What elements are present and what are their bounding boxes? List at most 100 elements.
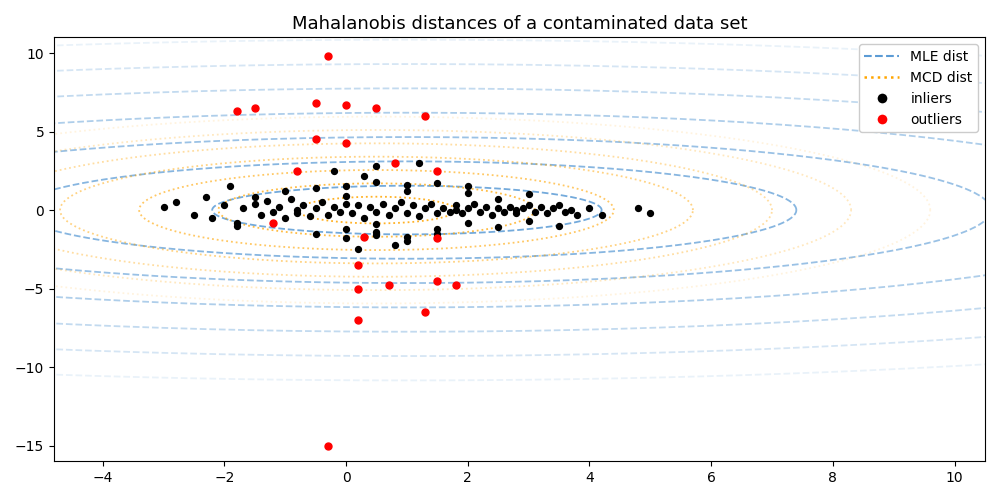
Point — [581, 204, 597, 212]
Point — [308, 136, 324, 143]
Point — [551, 222, 567, 230]
Point — [466, 200, 482, 208]
Point — [368, 208, 384, 216]
Point — [387, 240, 403, 248]
Point — [527, 208, 543, 216]
Point — [368, 220, 384, 228]
Point — [429, 230, 445, 237]
Point — [429, 209, 445, 217]
Point — [387, 204, 403, 212]
Point — [229, 222, 245, 230]
Point — [265, 218, 281, 226]
Point — [350, 202, 366, 209]
Point — [521, 202, 537, 209]
Point — [442, 208, 458, 216]
Point — [429, 276, 445, 284]
Point — [320, 211, 336, 219]
Point — [399, 238, 415, 246]
Point — [271, 203, 287, 211]
Point — [338, 200, 354, 208]
Point — [320, 52, 336, 60]
Point — [283, 195, 299, 203]
Point — [521, 217, 537, 225]
Point — [356, 214, 372, 222]
Point — [326, 167, 342, 175]
Point — [448, 206, 464, 214]
Point — [368, 178, 384, 186]
Point — [356, 172, 372, 179]
Point — [338, 234, 354, 242]
Point — [247, 104, 263, 112]
Point — [277, 214, 293, 222]
Point — [338, 182, 354, 190]
Point — [539, 209, 555, 217]
Point — [393, 198, 409, 206]
Point — [277, 187, 293, 195]
Point — [557, 208, 573, 216]
Point — [630, 204, 646, 212]
Point — [490, 224, 506, 232]
Point — [229, 218, 245, 226]
Point — [368, 228, 384, 236]
Point — [265, 208, 281, 216]
Point — [387, 159, 403, 167]
Point — [460, 182, 476, 190]
Point — [368, 104, 384, 112]
Title: Mahalanobis distances of a contaminated data set: Mahalanobis distances of a contaminated … — [292, 15, 747, 33]
Point — [350, 284, 366, 292]
Point — [417, 308, 433, 316]
Point — [229, 107, 245, 115]
Point — [405, 202, 421, 209]
Point — [338, 138, 354, 146]
Point — [429, 180, 445, 188]
Point — [247, 200, 263, 208]
Point — [435, 204, 451, 212]
Point — [472, 208, 488, 216]
Point — [332, 208, 348, 216]
Point — [350, 316, 366, 324]
Point — [460, 204, 476, 212]
Point — [338, 225, 354, 233]
Point — [478, 203, 494, 211]
Point — [308, 204, 324, 212]
Point — [186, 211, 202, 219]
Point — [454, 209, 470, 217]
Point — [216, 202, 232, 209]
Point — [551, 202, 567, 209]
Point — [338, 101, 354, 109]
Point — [642, 209, 658, 217]
Point — [247, 194, 263, 202]
Point — [381, 282, 397, 290]
Point — [484, 211, 500, 219]
Point — [569, 211, 585, 219]
Point — [515, 204, 531, 212]
Point — [429, 225, 445, 233]
Point — [502, 203, 518, 211]
Legend: MLE dist, MCD dist, inliers, outliers: MLE dist, MCD dist, inliers, outliers — [859, 44, 978, 132]
Point — [289, 206, 305, 214]
Point — [448, 282, 464, 290]
Point — [429, 167, 445, 175]
Point — [204, 214, 220, 222]
Point — [362, 203, 378, 211]
Point — [314, 198, 330, 206]
Point — [302, 212, 318, 220]
Point — [350, 261, 366, 269]
Point — [533, 203, 549, 211]
Point — [423, 200, 439, 208]
Point — [496, 208, 512, 216]
Point — [289, 167, 305, 175]
Point — [399, 187, 415, 195]
Point — [156, 203, 172, 211]
Point — [460, 218, 476, 226]
Point — [356, 232, 372, 240]
Point — [320, 442, 336, 450]
Point — [259, 196, 275, 204]
Point — [308, 100, 324, 108]
Point — [368, 162, 384, 170]
Point — [563, 206, 579, 214]
Point — [338, 192, 354, 200]
Point — [368, 231, 384, 239]
Point — [508, 209, 524, 217]
Point — [308, 184, 324, 192]
